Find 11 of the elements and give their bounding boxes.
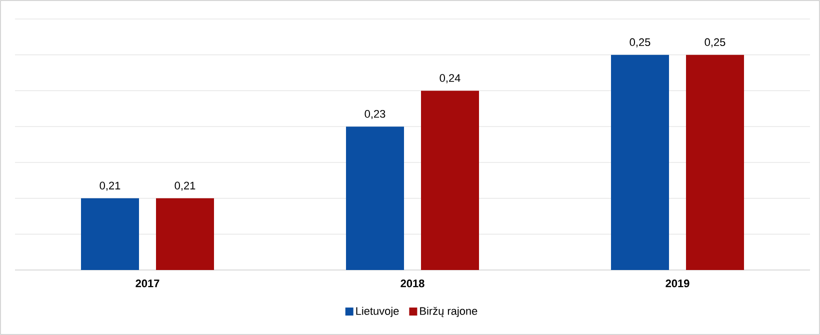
x-tick-label: 2017 <box>136 280 160 288</box>
data-label: 0,23 <box>364 110 386 120</box>
data-label: 0,24 <box>440 74 460 84</box>
data-label: 0,21 <box>100 182 120 191</box>
legend-label: Lietuvoje <box>356 306 399 318</box>
data-label: 0,25 <box>630 38 650 48</box>
x-tick-label: 2019 <box>666 280 690 288</box>
legend-label: Biržų rajone <box>420 306 478 318</box>
data-label: 0,25 <box>704 38 726 48</box>
x-tick-label: 2018 <box>400 280 424 288</box>
data-label: 0,21 <box>174 182 196 191</box>
